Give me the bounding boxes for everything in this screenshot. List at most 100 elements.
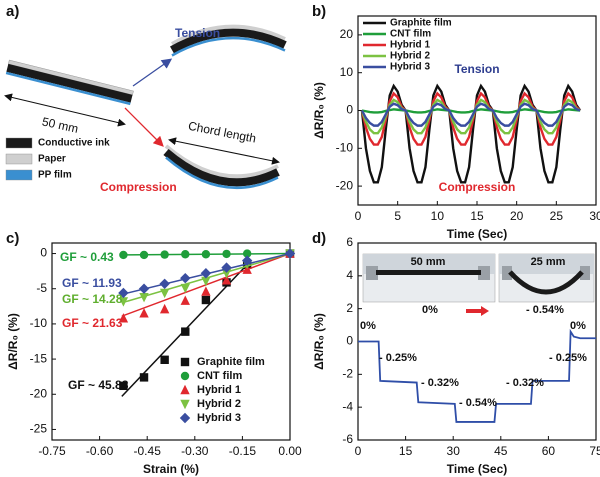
y-tick-label: 0 bbox=[346, 334, 353, 348]
y-tick-label: 4 bbox=[346, 268, 353, 282]
annotation: GF ~ 45.88 bbox=[68, 378, 129, 392]
marker bbox=[180, 272, 191, 284]
y-tick-label: 20 bbox=[340, 27, 354, 41]
x-tick-label: 0 bbox=[355, 444, 362, 458]
y-tick-label: -6 bbox=[342, 432, 353, 446]
annotation: Compression bbox=[439, 180, 516, 194]
tension-strip bbox=[170, 24, 287, 57]
x-tick-label: -0.45 bbox=[134, 444, 162, 458]
legend-label: Hybrid 2 bbox=[390, 51, 430, 62]
x-tick-label: 15 bbox=[470, 209, 484, 223]
marker bbox=[118, 287, 129, 299]
arrow bbox=[132, 58, 173, 87]
annotation: - 0.25% bbox=[379, 352, 417, 364]
y-tick-label: -10 bbox=[336, 140, 354, 154]
line bbox=[360, 102, 581, 127]
x-tick-label: 10 bbox=[431, 209, 445, 223]
marker bbox=[139, 250, 149, 260]
marker bbox=[179, 412, 191, 424]
marker bbox=[159, 303, 170, 314]
arrow bbox=[124, 107, 164, 147]
marker bbox=[139, 308, 149, 318]
legend-label: Graphite film bbox=[390, 18, 452, 29]
marker bbox=[201, 286, 211, 296]
legend-label: CNT film bbox=[197, 370, 242, 382]
marker bbox=[241, 255, 253, 266]
y-tick-label: -15 bbox=[30, 351, 48, 365]
y-tick-label: 0 bbox=[346, 103, 353, 117]
dimension-arrow bbox=[168, 137, 280, 165]
marker bbox=[139, 292, 149, 303]
marker bbox=[181, 250, 190, 259]
annotation: GF ~ 21.63 bbox=[62, 316, 123, 330]
x-tick-label: 75 bbox=[589, 444, 600, 458]
marker bbox=[284, 248, 296, 259]
marker bbox=[221, 262, 232, 273]
marker bbox=[160, 250, 169, 259]
annotation: - 0.54% bbox=[459, 397, 497, 409]
annotation: 50 mm bbox=[411, 256, 446, 268]
marker bbox=[201, 295, 211, 305]
y-tick-label: -20 bbox=[30, 386, 48, 400]
y-tick-label: 6 bbox=[346, 235, 353, 249]
label: Chord length bbox=[187, 119, 257, 146]
annotation: - 0.25% bbox=[549, 352, 587, 364]
x-tick-label: -0.75 bbox=[38, 444, 66, 458]
annotation: GF ~ 0.43 bbox=[60, 250, 114, 264]
legend-label: CNT film bbox=[390, 29, 431, 40]
legend-swatch bbox=[5, 137, 33, 149]
x-tick-label: 5 bbox=[394, 209, 401, 223]
panel-label: a) bbox=[6, 3, 19, 20]
legend-label: PP film bbox=[38, 170, 72, 181]
x-tick-label: -0.15 bbox=[229, 444, 257, 458]
panel-label: c) bbox=[6, 230, 19, 247]
marker bbox=[119, 381, 128, 391]
x-tick-label: 25 bbox=[550, 209, 564, 223]
marker bbox=[139, 373, 149, 382]
marker bbox=[181, 327, 190, 336]
marker bbox=[221, 269, 232, 279]
marker bbox=[221, 275, 232, 285]
marker bbox=[180, 399, 190, 410]
plot-frame bbox=[51, 242, 291, 441]
marker bbox=[180, 283, 190, 294]
legend-swatch bbox=[5, 169, 33, 181]
y-tick-label: -5 bbox=[36, 281, 47, 295]
annotation: 0% bbox=[570, 320, 586, 332]
x-tick-label: 30 bbox=[589, 209, 600, 223]
legend-swatch bbox=[5, 153, 33, 165]
annotation: 0% bbox=[360, 320, 376, 332]
y-tick-label: -4 bbox=[342, 399, 353, 413]
y-tick-label: 10 bbox=[340, 65, 354, 79]
label: Compression bbox=[100, 180, 177, 194]
legend-label: Hybrid 1 bbox=[197, 384, 241, 396]
y-tick-label: 2 bbox=[346, 301, 353, 315]
marker bbox=[118, 297, 129, 307]
annotation: GF ~ 11.93 bbox=[62, 276, 122, 290]
line bbox=[360, 83, 582, 184]
legend-label: Paper bbox=[38, 154, 66, 165]
marker bbox=[138, 283, 150, 294]
annotation: 0% bbox=[422, 304, 438, 316]
y-axis-label: ΔR/R₀ (%) bbox=[6, 313, 20, 370]
marker bbox=[159, 278, 170, 290]
annotation: 25 mm bbox=[531, 256, 566, 268]
legend-label: Hybrid 1 bbox=[390, 40, 430, 51]
y-axis-label: ΔR/R₀ (%) bbox=[312, 313, 326, 370]
x-axis-label: Time (Sec) bbox=[447, 462, 507, 476]
annotation: - 0.32% bbox=[421, 377, 459, 389]
x-axis-label: Time (Sec) bbox=[447, 227, 507, 241]
marker bbox=[180, 295, 190, 305]
y-tick-label: -10 bbox=[30, 316, 48, 330]
marker bbox=[180, 357, 190, 367]
marker bbox=[180, 371, 190, 381]
y-tick-label: -25 bbox=[30, 422, 48, 436]
label: 50 mm bbox=[41, 115, 80, 136]
x-tick-label: -0.60 bbox=[86, 444, 114, 458]
y-tick-label: -2 bbox=[342, 367, 353, 381]
marker bbox=[201, 276, 211, 287]
annotation: Tension bbox=[454, 62, 499, 76]
line bbox=[358, 328, 596, 423]
